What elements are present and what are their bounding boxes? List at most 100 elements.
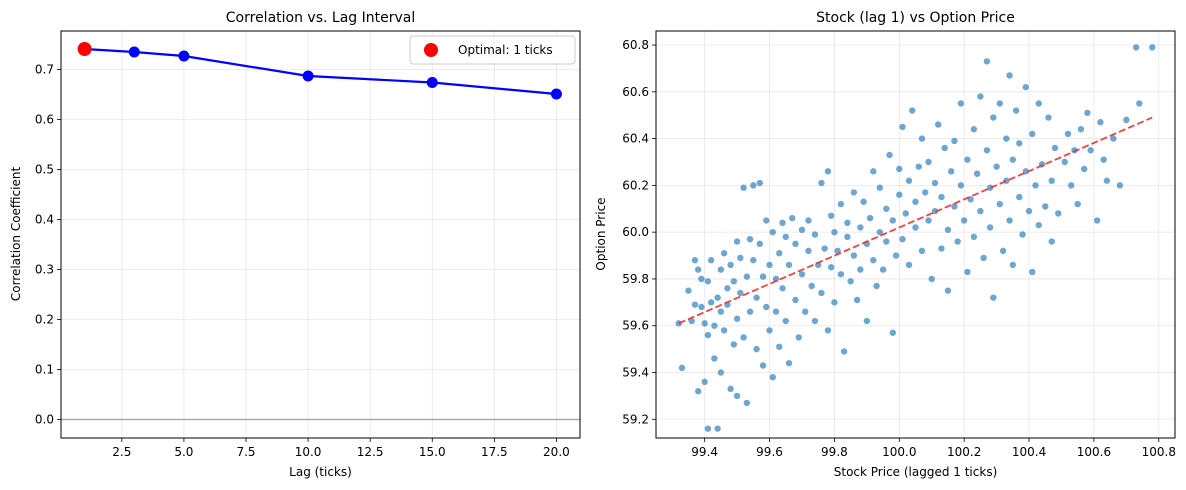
scatter-point	[883, 205, 890, 212]
scatter-point	[1035, 100, 1042, 107]
scatter-point	[701, 320, 708, 327]
scatter-point	[1080, 165, 1088, 173]
scatter-point	[915, 163, 922, 170]
scatter-point	[990, 294, 997, 301]
scatter-point	[827, 264, 835, 271]
scatter-point	[951, 137, 958, 145]
right-chart-title: Stock (lag 1) vs Option Price	[816, 10, 1015, 26]
scatter-point	[707, 299, 715, 306]
scatter-point	[730, 341, 738, 348]
scatter-point	[1132, 44, 1140, 51]
scatter-point	[1025, 207, 1033, 215]
scatter-point	[1006, 72, 1013, 79]
scatter-point	[824, 327, 832, 334]
scatter-point	[970, 126, 978, 133]
scatter-point	[818, 179, 825, 187]
scatter-point	[951, 203, 958, 210]
x-tick-label: 99.4	[691, 445, 718, 459]
scatter-point	[922, 189, 929, 196]
y-tick-label: 0.0	[35, 413, 54, 427]
scatter-point	[990, 114, 997, 121]
scatter-point	[886, 151, 893, 159]
scatter-point	[889, 329, 896, 336]
scatter-point	[714, 425, 721, 432]
scatter-point	[977, 93, 984, 100]
scatter-point	[1055, 210, 1062, 217]
scatter-point	[733, 238, 741, 245]
correlation-point	[550, 88, 562, 100]
scatter-point	[1016, 140, 1023, 147]
scatter-point	[912, 224, 919, 231]
correlation-point	[302, 70, 314, 82]
scatter-point	[964, 268, 971, 276]
x-tick-label: 100.6	[1077, 445, 1111, 459]
scatter-point	[743, 273, 751, 280]
scatter-point	[1016, 193, 1023, 201]
scatter-point	[678, 364, 686, 372]
x-tick-label: 100.0	[882, 445, 916, 459]
y-tick-label: 0.5	[35, 163, 54, 177]
scatter-point	[769, 373, 776, 381]
x-tick-label: 99.8	[821, 445, 848, 459]
scatter-point	[727, 385, 734, 393]
scatter-point	[986, 224, 994, 231]
legend-box	[409, 35, 576, 65]
scatter-point	[1123, 116, 1130, 124]
scatter-point	[1064, 130, 1072, 138]
scatter-point	[905, 261, 913, 269]
y-tick-label: 60.0	[622, 225, 649, 239]
scatter-point	[970, 233, 978, 241]
scatter-point	[980, 254, 987, 262]
scatter-point	[737, 254, 744, 262]
scatter-point	[1084, 109, 1091, 117]
scatter-point	[759, 362, 767, 369]
scatter-point	[844, 233, 851, 241]
scatter-point	[795, 334, 802, 341]
scatter-point	[1110, 135, 1117, 142]
scatter-point	[957, 100, 965, 107]
scatter-point	[1032, 182, 1039, 189]
scatter-point	[964, 156, 971, 163]
scatter-point	[750, 257, 757, 264]
scatter-point	[698, 275, 705, 283]
scatter-point	[782, 233, 789, 241]
scatter-point	[847, 278, 854, 285]
scatter-point	[1042, 203, 1049, 210]
scatter-point	[685, 287, 692, 294]
scatter-point	[717, 266, 725, 273]
scatter-point	[857, 224, 864, 231]
scatter-point	[866, 214, 874, 222]
y-tick-label: 60.8	[622, 38, 649, 52]
y-tick-label: 59.4	[622, 366, 649, 380]
scatter-point	[743, 399, 751, 407]
scatter-point	[776, 250, 783, 257]
scatter-point	[1074, 200, 1081, 208]
optimal-point	[77, 42, 92, 56]
x-tick-label: 17.5	[481, 445, 508, 459]
scatter-point	[759, 273, 767, 280]
scatter-point	[899, 123, 906, 131]
scatter-point	[837, 200, 845, 208]
correlation-point	[426, 77, 438, 88]
scatter-point	[704, 331, 712, 339]
scatter-point	[753, 345, 760, 353]
scatter-point	[737, 289, 744, 297]
scatter-point	[1068, 182, 1075, 189]
y-tick-label: 0.3	[35, 263, 54, 277]
y-tick-label: 60.6	[622, 85, 649, 99]
scatter-point	[704, 278, 712, 285]
y-tick-label: 59.8	[622, 272, 649, 286]
x-tick-label: 100.2	[947, 445, 981, 459]
scatter-point	[694, 388, 702, 395]
scatter-point	[944, 226, 952, 234]
regression-line	[678, 116, 1153, 325]
scatter-point	[1097, 119, 1104, 126]
legend-marker	[424, 43, 438, 57]
y-tick-label: 59.2	[622, 412, 649, 426]
x-tick-label: 100.8	[1142, 445, 1176, 459]
scatter-point	[727, 261, 734, 269]
scatter-point	[947, 168, 955, 175]
x-tick-label: 2.5	[112, 445, 131, 459]
scatter-point	[720, 327, 728, 334]
